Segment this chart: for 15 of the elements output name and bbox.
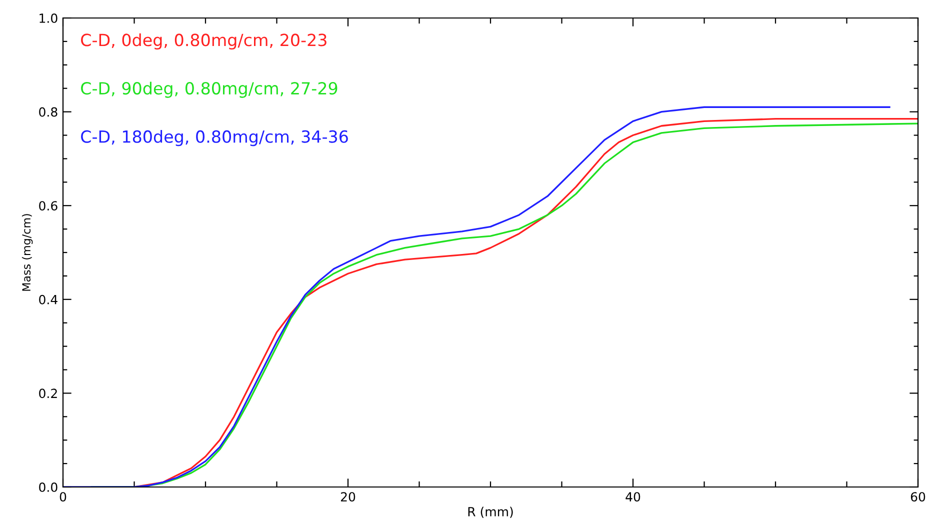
y-tick-label: 0.0: [39, 482, 58, 492]
text: C-D, 90deg, 0.80mg/cm, 27-29: [81, 82, 338, 98]
y-tick-label: 1.0: [40, 13, 58, 23]
x-tick-label: 0: [60, 492, 66, 502]
x-axis-title: R (mm): [468, 506, 513, 518]
y-tick-label: 0.4: [39, 294, 58, 304]
y-tick-label: 0.2: [39, 388, 57, 398]
text: C-D, 0deg, 0.80mg/cm, 20-23: [81, 33, 326, 50]
x-tick-label: 20: [340, 492, 356, 502]
y-tick-label: 0.8: [39, 107, 58, 117]
x-tick-label: 40: [626, 492, 640, 502]
x-tick-label: 60: [910, 492, 926, 502]
text: C-D, 180deg, 0.80mg/cm, 34-36: [81, 130, 348, 146]
y-axis-title: Mass (mg/cm): [22, 214, 33, 291]
y-tick-label: 0.6: [39, 201, 58, 211]
